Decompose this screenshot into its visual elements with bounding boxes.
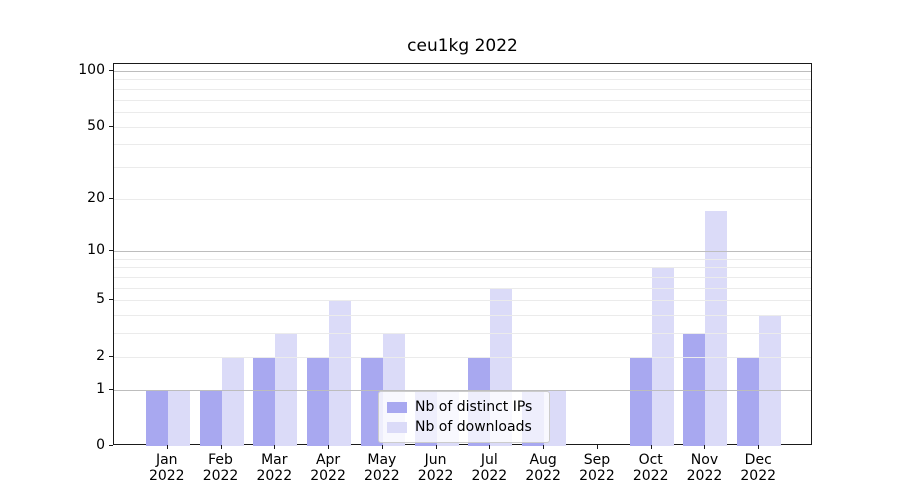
y-tick-label: 1 <box>96 380 105 397</box>
x-tick-mark <box>274 445 276 449</box>
y-tick-label: 10 <box>87 242 105 259</box>
x-tick-mark <box>435 445 437 449</box>
legend-box: Nb of distinct IPs Nb of downloads <box>378 391 550 443</box>
x-tick-label: Aug 2022 <box>525 452 561 484</box>
x-tick-label: Feb 2022 <box>202 452 239 484</box>
gridline <box>114 267 811 269</box>
gridline <box>114 333 811 335</box>
legend-entry-distinct-ips: Nb of distinct IPs <box>387 397 541 417</box>
bar-distinct-ips-oct <box>629 356 652 446</box>
y-tick-label: 50 <box>87 117 105 134</box>
distinct-ips-swatch <box>387 401 407 413</box>
y-tick-mark <box>109 388 113 390</box>
x-tick-mark <box>328 445 330 449</box>
legend-label-downloads: Nb of downloads <box>415 419 532 435</box>
y-tick-label: 100 <box>78 62 105 79</box>
y-tick-label: 20 <box>87 189 105 206</box>
bar-distinct-ips-may <box>360 356 383 446</box>
gridline <box>114 88 811 90</box>
gridline <box>114 251 811 253</box>
gridline <box>114 99 811 101</box>
bar-downloads-dec <box>759 315 782 446</box>
gridline <box>114 315 811 317</box>
x-tick-label: Oct 2022 <box>632 452 669 484</box>
legend-label-distinct-ips: Nb of distinct IPs <box>415 399 533 415</box>
x-tick-mark <box>704 445 706 449</box>
gridline <box>114 166 811 168</box>
gridline <box>114 126 811 128</box>
bar-downloads-feb <box>221 356 244 446</box>
gridline <box>114 111 811 113</box>
x-tick-label: Apr 2022 <box>310 452 346 484</box>
legend-entry-downloads: Nb of downloads <box>387 417 541 437</box>
x-tick-label: Sep 2022 <box>579 452 615 484</box>
gridline <box>114 79 811 81</box>
gridline <box>114 258 811 260</box>
x-tick-label: Dec 2022 <box>740 452 777 484</box>
gridline <box>114 287 811 289</box>
gridline <box>114 356 811 358</box>
x-tick-mark <box>543 445 545 449</box>
chart-title: ceu1kg 2022 <box>407 36 518 56</box>
bar-distinct-ips-mar <box>253 356 276 446</box>
bar-distinct-ips-feb <box>199 389 222 446</box>
bar-downloads-apr <box>329 300 352 446</box>
x-tick-mark <box>220 445 222 449</box>
bar-downloads-jan <box>167 389 190 446</box>
y-tick-mark <box>109 250 113 252</box>
gridline <box>114 144 811 146</box>
y-tick-mark <box>109 299 113 301</box>
x-tick-label: Nov 2022 <box>686 452 723 484</box>
gridline <box>114 277 811 279</box>
plot-area <box>113 63 812 446</box>
bar-distinct-ips-dec <box>737 356 760 446</box>
gridline <box>114 389 811 391</box>
x-tick-label: May 2022 <box>364 452 400 484</box>
x-tick-label: Jul 2022 <box>471 452 508 484</box>
gridline <box>114 71 811 73</box>
y-tick-mark <box>109 445 113 446</box>
y-tick-label: 0 <box>96 437 105 453</box>
y-tick-mark <box>109 355 113 357</box>
bar-downloads-oct <box>651 267 674 446</box>
y-tick-label: 2 <box>96 347 105 364</box>
x-tick-label: Mar 2022 <box>256 452 293 484</box>
y-tick-label: 5 <box>96 291 105 308</box>
x-tick-mark <box>489 445 491 449</box>
gridlines-layer <box>114 64 811 444</box>
bar-distinct-ips-apr <box>307 356 330 446</box>
y-tick-mark <box>109 197 113 199</box>
x-tick-mark <box>596 445 598 449</box>
x-tick-label: Jun 2022 <box>417 452 454 484</box>
bar-distinct-ips-jan <box>145 389 168 446</box>
x-tick-mark <box>381 445 383 449</box>
x-tick-mark <box>758 445 760 449</box>
gridline <box>114 300 811 302</box>
x-tick-label: Jan 2022 <box>148 452 185 484</box>
x-tick-mark <box>166 445 168 449</box>
downloads-swatch <box>387 421 407 433</box>
y-tick-mark <box>109 70 113 72</box>
y-tick-mark <box>109 125 113 127</box>
bar-downloads-nov <box>705 211 728 446</box>
gridline <box>114 198 811 200</box>
x-tick-mark <box>650 445 652 449</box>
